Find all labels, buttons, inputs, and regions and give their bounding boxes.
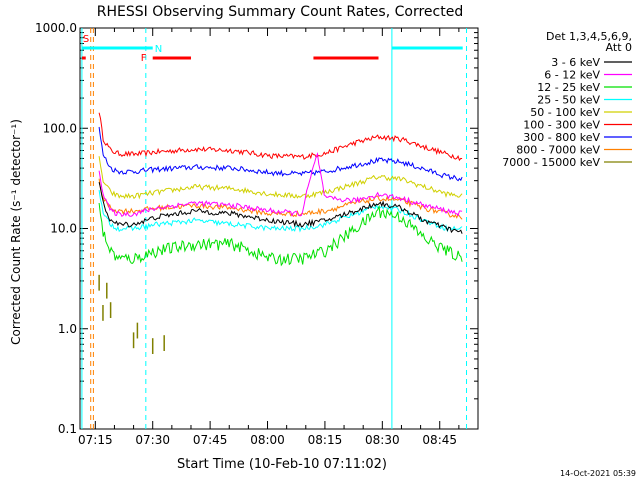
x-tick-label: 08:00: [250, 433, 285, 447]
legend-label: 25 - 50 keV: [537, 94, 600, 107]
x-tick-label: 07:30: [135, 433, 170, 447]
series-line: [98, 126, 463, 182]
x-tick-label: 07:15: [78, 433, 113, 447]
chart-title: RHESSI Observing Summary Count Rates, Co…: [97, 4, 463, 20]
x-tick-label: 07:45: [193, 433, 228, 447]
legend-header-line2: Att 0: [606, 41, 632, 54]
y-axis-label: Corrected Count Rate (s⁻¹ detector⁻¹): [9, 119, 23, 345]
y-tick-label: 1.0: [58, 322, 77, 336]
series-line: [98, 181, 463, 234]
plot-content: [81, 28, 468, 429]
legend-label: 800 - 7000 keV: [516, 144, 600, 157]
flag-label: N: [155, 44, 162, 55]
y-tick-label: 1000.0: [35, 21, 77, 35]
legend-label: 12 - 25 keV: [537, 81, 600, 94]
legend-label: 50 - 100 keV: [530, 106, 600, 119]
y-tick-label: 100.0: [43, 121, 77, 135]
legend-label: 7000 - 15000 keV: [502, 156, 600, 169]
x-tick-label: 08:15: [308, 433, 343, 447]
x-tick-label: 08:45: [422, 433, 457, 447]
y-tick-label: 0.1: [58, 422, 77, 436]
legend-label: 6 - 12 keV: [544, 69, 600, 82]
x-tick-label: 08:30: [365, 433, 400, 447]
flag-label: F: [141, 53, 147, 64]
y-tick-label: 10.0: [50, 222, 77, 236]
footer-timestamp: 14-Oct-2021 05:39: [560, 469, 636, 478]
plot-area: 0.1 1.0 10.0 100.0 1000.0 07:15 07:30 07:45 08:0…: [35, 21, 479, 447]
series-line: [98, 156, 463, 200]
legend-label: 100 - 300 keV: [523, 119, 600, 132]
legend-header-line1: Det 1,3,4,5,6,9,: [546, 30, 632, 43]
series-line: [98, 112, 463, 162]
legend-label: 3 - 6 keV: [551, 56, 600, 69]
flag-label: S: [83, 34, 89, 45]
series-line: [98, 152, 463, 218]
x-axis-label: Start Time (10-Feb-10 07:11:02): [177, 457, 387, 472]
legend-label: 300 - 800 keV: [523, 131, 600, 144]
series-line: [98, 202, 463, 267]
